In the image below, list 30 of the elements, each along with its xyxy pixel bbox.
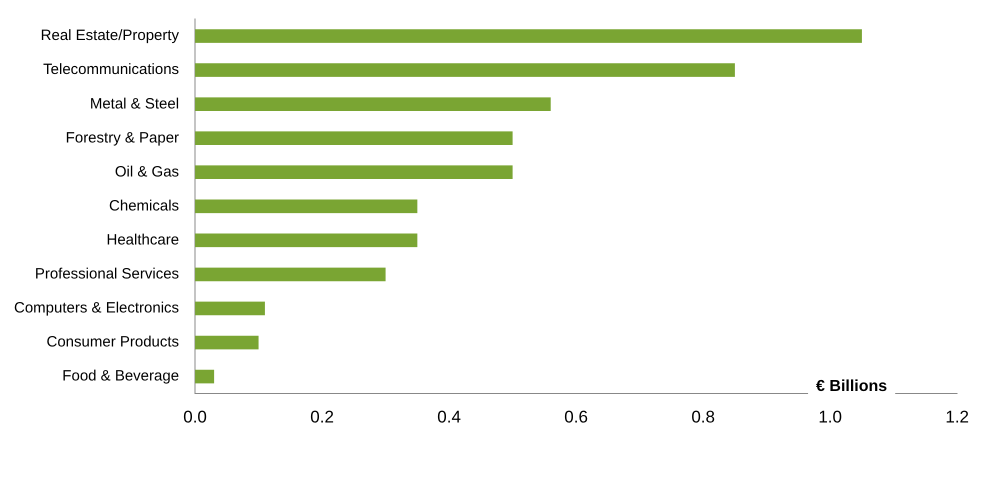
y-tick-label: Forestry & Paper [66, 129, 180, 146]
x-axis-title: € Billions [816, 378, 888, 396]
bar [195, 234, 418, 248]
bar [195, 268, 386, 282]
bar [195, 29, 862, 43]
bar [195, 131, 513, 145]
x-tick-label: 1.0 [818, 407, 842, 426]
y-tick-label: Oil & Gas [114, 163, 180, 180]
y-tick-label: Computers & Electronics [14, 300, 180, 317]
y-tick-label: Food & Beverage [62, 368, 180, 385]
y-tick-label: Telecommunications [43, 61, 180, 78]
x-tick-label: 1.2 [945, 407, 970, 426]
bar [195, 336, 259, 350]
bar [195, 165, 513, 180]
y-tick-label: Chemicals [109, 197, 180, 214]
bar [195, 302, 265, 316]
x-tick-label: 0.0 [183, 407, 207, 426]
x-tick-label: 0.2 [310, 407, 334, 426]
x-tick-label: 0.4 [437, 407, 461, 426]
bar [195, 199, 418, 214]
x-tick-label: 0.8 [691, 407, 715, 426]
y-tick-label: Metal & Steel [90, 95, 180, 112]
bar [195, 370, 214, 384]
bar [195, 97, 551, 111]
y-tick-label: Professional Services [34, 266, 180, 283]
y-tick-label: Consumer Products [46, 334, 180, 351]
y-tick-label: Healthcare [106, 231, 180, 248]
y-tick-label: Real Estate/Property [40, 27, 180, 44]
bar [195, 63, 735, 77]
x-tick-label: 0.6 [564, 407, 588, 426]
